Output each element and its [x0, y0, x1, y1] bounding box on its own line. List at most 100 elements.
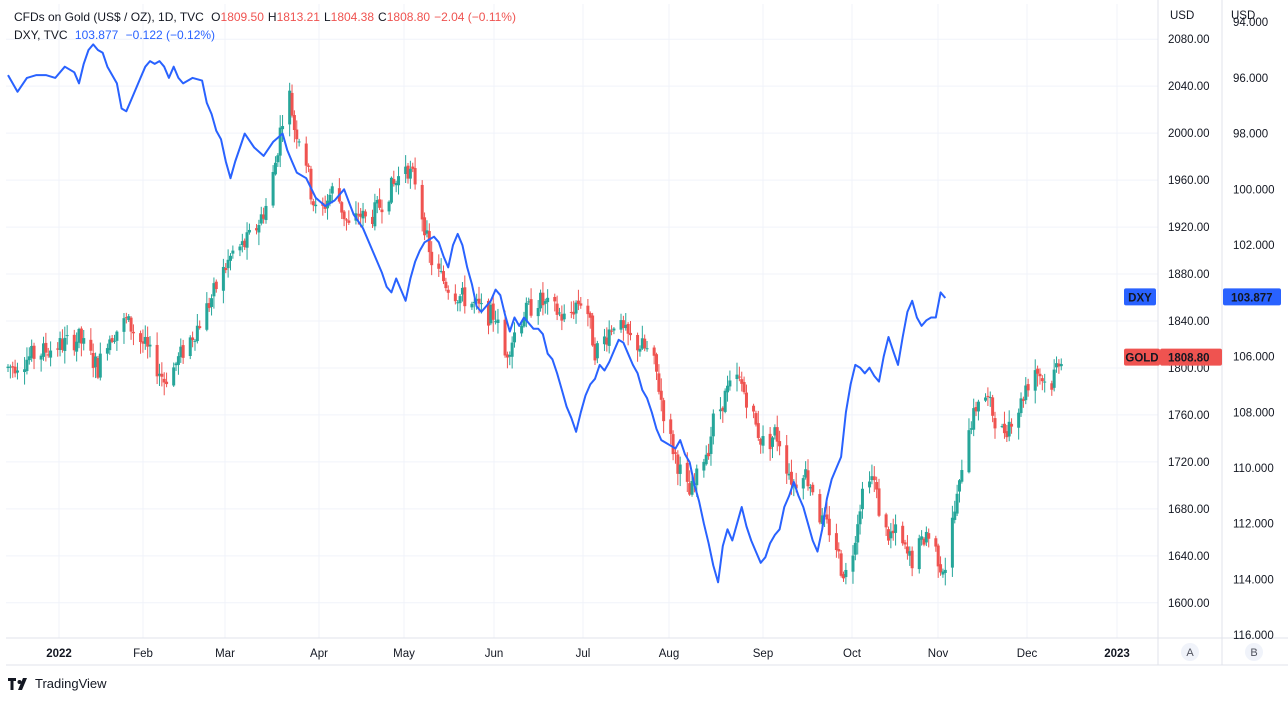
gold-candle-body [205, 303, 209, 330]
gold-candle-body [536, 308, 540, 317]
gold-axis-tick: 1720.00 [1168, 457, 1210, 469]
dxy-axis-tick: 98.000 [1233, 129, 1268, 141]
gold-candle-body [39, 355, 43, 360]
time-axis-tick: Mar [215, 648, 235, 660]
dxy-legend: DXY, TVC 103.877 −0.122 (−0.12%) [14, 28, 219, 42]
gold-candle-body [373, 202, 377, 227]
gold-candle-body [652, 347, 656, 356]
gold-candle-body [1007, 421, 1011, 437]
gold-candle-body [328, 194, 332, 203]
gold-candle-body [920, 536, 924, 540]
gold-candle-body [1026, 384, 1030, 391]
gold-candle-body [1057, 363, 1061, 367]
scale-b-button[interactable] [1245, 643, 1263, 661]
gold-candle-body [541, 292, 545, 306]
gold-candle-body [212, 283, 216, 297]
gold-candle-body [340, 202, 344, 213]
gold-candle-body [470, 303, 474, 308]
gold-candle-body [972, 408, 976, 430]
gold-candle-body [768, 433, 772, 450]
auto-scale-label: A [1186, 647, 1194, 659]
time-axis-tick: Jul [576, 648, 591, 660]
dxy-axis-tick: 100.000 [1233, 184, 1275, 196]
gold-candle-body [728, 380, 732, 387]
gold-candle-body [524, 302, 528, 322]
gold-candle-body [423, 217, 427, 236]
gold-candle-body [115, 331, 119, 341]
dxy-line [7, 43, 947, 584]
gold-candle-body [198, 326, 202, 329]
gold-candle-body [72, 334, 76, 351]
gold-candle-body [427, 231, 431, 253]
gold-candle-body [323, 205, 327, 209]
gold-candle-body [259, 214, 263, 224]
gold-candle-body [607, 329, 611, 346]
gold-candle-body [988, 397, 992, 399]
gold-candle-body [489, 304, 493, 324]
gold-candle-body [281, 126, 285, 130]
gold-candle-body [785, 445, 789, 474]
gold-candle-body [46, 354, 50, 356]
gold-candle-body [79, 328, 83, 344]
gold-candle-body [643, 338, 647, 349]
gold-candle-body [593, 344, 597, 361]
dxy-axis-unit: USD [1231, 10, 1255, 22]
gold-candle-body [463, 287, 467, 307]
gold-candle-body [1033, 370, 1037, 391]
gold-candle-body [425, 230, 429, 234]
gold-candle-body [662, 400, 666, 422]
gold-candle-body [825, 514, 829, 520]
gold-candle-body [726, 385, 730, 393]
gold-candle-body [801, 478, 805, 489]
tradingview-logo-icon [8, 677, 27, 690]
time-axis-tick: Jun [485, 648, 504, 660]
gold-candle-body [420, 184, 424, 220]
gold-candle-body [110, 338, 114, 342]
gold-candle-body [555, 303, 559, 315]
gold-candle-body [288, 90, 292, 125]
gold-candle-body [243, 240, 247, 248]
gold-candle-body [560, 314, 564, 321]
dxy-axis-tick: 116.000 [1233, 630, 1274, 642]
gold-candle-body [872, 476, 876, 481]
low-value: 1804.38 [330, 10, 375, 24]
series-name-tag [1124, 288, 1156, 306]
gold-candle-body [25, 359, 29, 372]
gold-candle-body [844, 569, 848, 578]
gold-candle-body [562, 313, 566, 320]
gold-candle-body [257, 225, 261, 233]
gold-candle-body [702, 461, 706, 471]
gold-candle-body [82, 338, 86, 344]
gold-candle-body [671, 434, 675, 455]
gold-candle-body [1043, 381, 1047, 383]
dxy-symbol[interactable]: DXY, TVC [14, 28, 68, 42]
gold-candle-body [752, 405, 756, 412]
gold-candle-body [411, 166, 415, 169]
gold-candle-body [742, 382, 746, 393]
gold-candle-body [735, 374, 739, 380]
gold-candle-body [245, 232, 249, 248]
series-value-label: 1808.80 [1168, 353, 1210, 365]
gold-candle-body [1021, 399, 1025, 401]
gold-candle-body [759, 438, 763, 445]
gold-candle-body [311, 201, 315, 206]
gold-candle-body [247, 229, 251, 233]
gold-candle-body [792, 484, 796, 486]
gold-candle-body [226, 259, 230, 269]
gold-candle-body [870, 476, 874, 481]
gold-candle-body [903, 542, 907, 545]
gold-candle-body [188, 337, 192, 357]
gold-candle-body [494, 321, 498, 323]
dxy-axis-tick: 114.000 [1233, 574, 1274, 586]
auto-scale-button[interactable] [1181, 643, 1199, 661]
gold-candle-body [105, 348, 109, 354]
gold-candle-body [901, 525, 905, 544]
gold-candle-body [8, 366, 12, 368]
gold-candle-body [49, 350, 53, 358]
time-axis-tick: Apr [310, 648, 328, 660]
gold-candle-body [292, 115, 296, 131]
gold-candle-body [141, 341, 145, 344]
gold-candle-body [262, 214, 266, 219]
gold-symbol[interactable]: CFDs on Gold (US$ / OZ), 1D, TVC [14, 10, 204, 24]
